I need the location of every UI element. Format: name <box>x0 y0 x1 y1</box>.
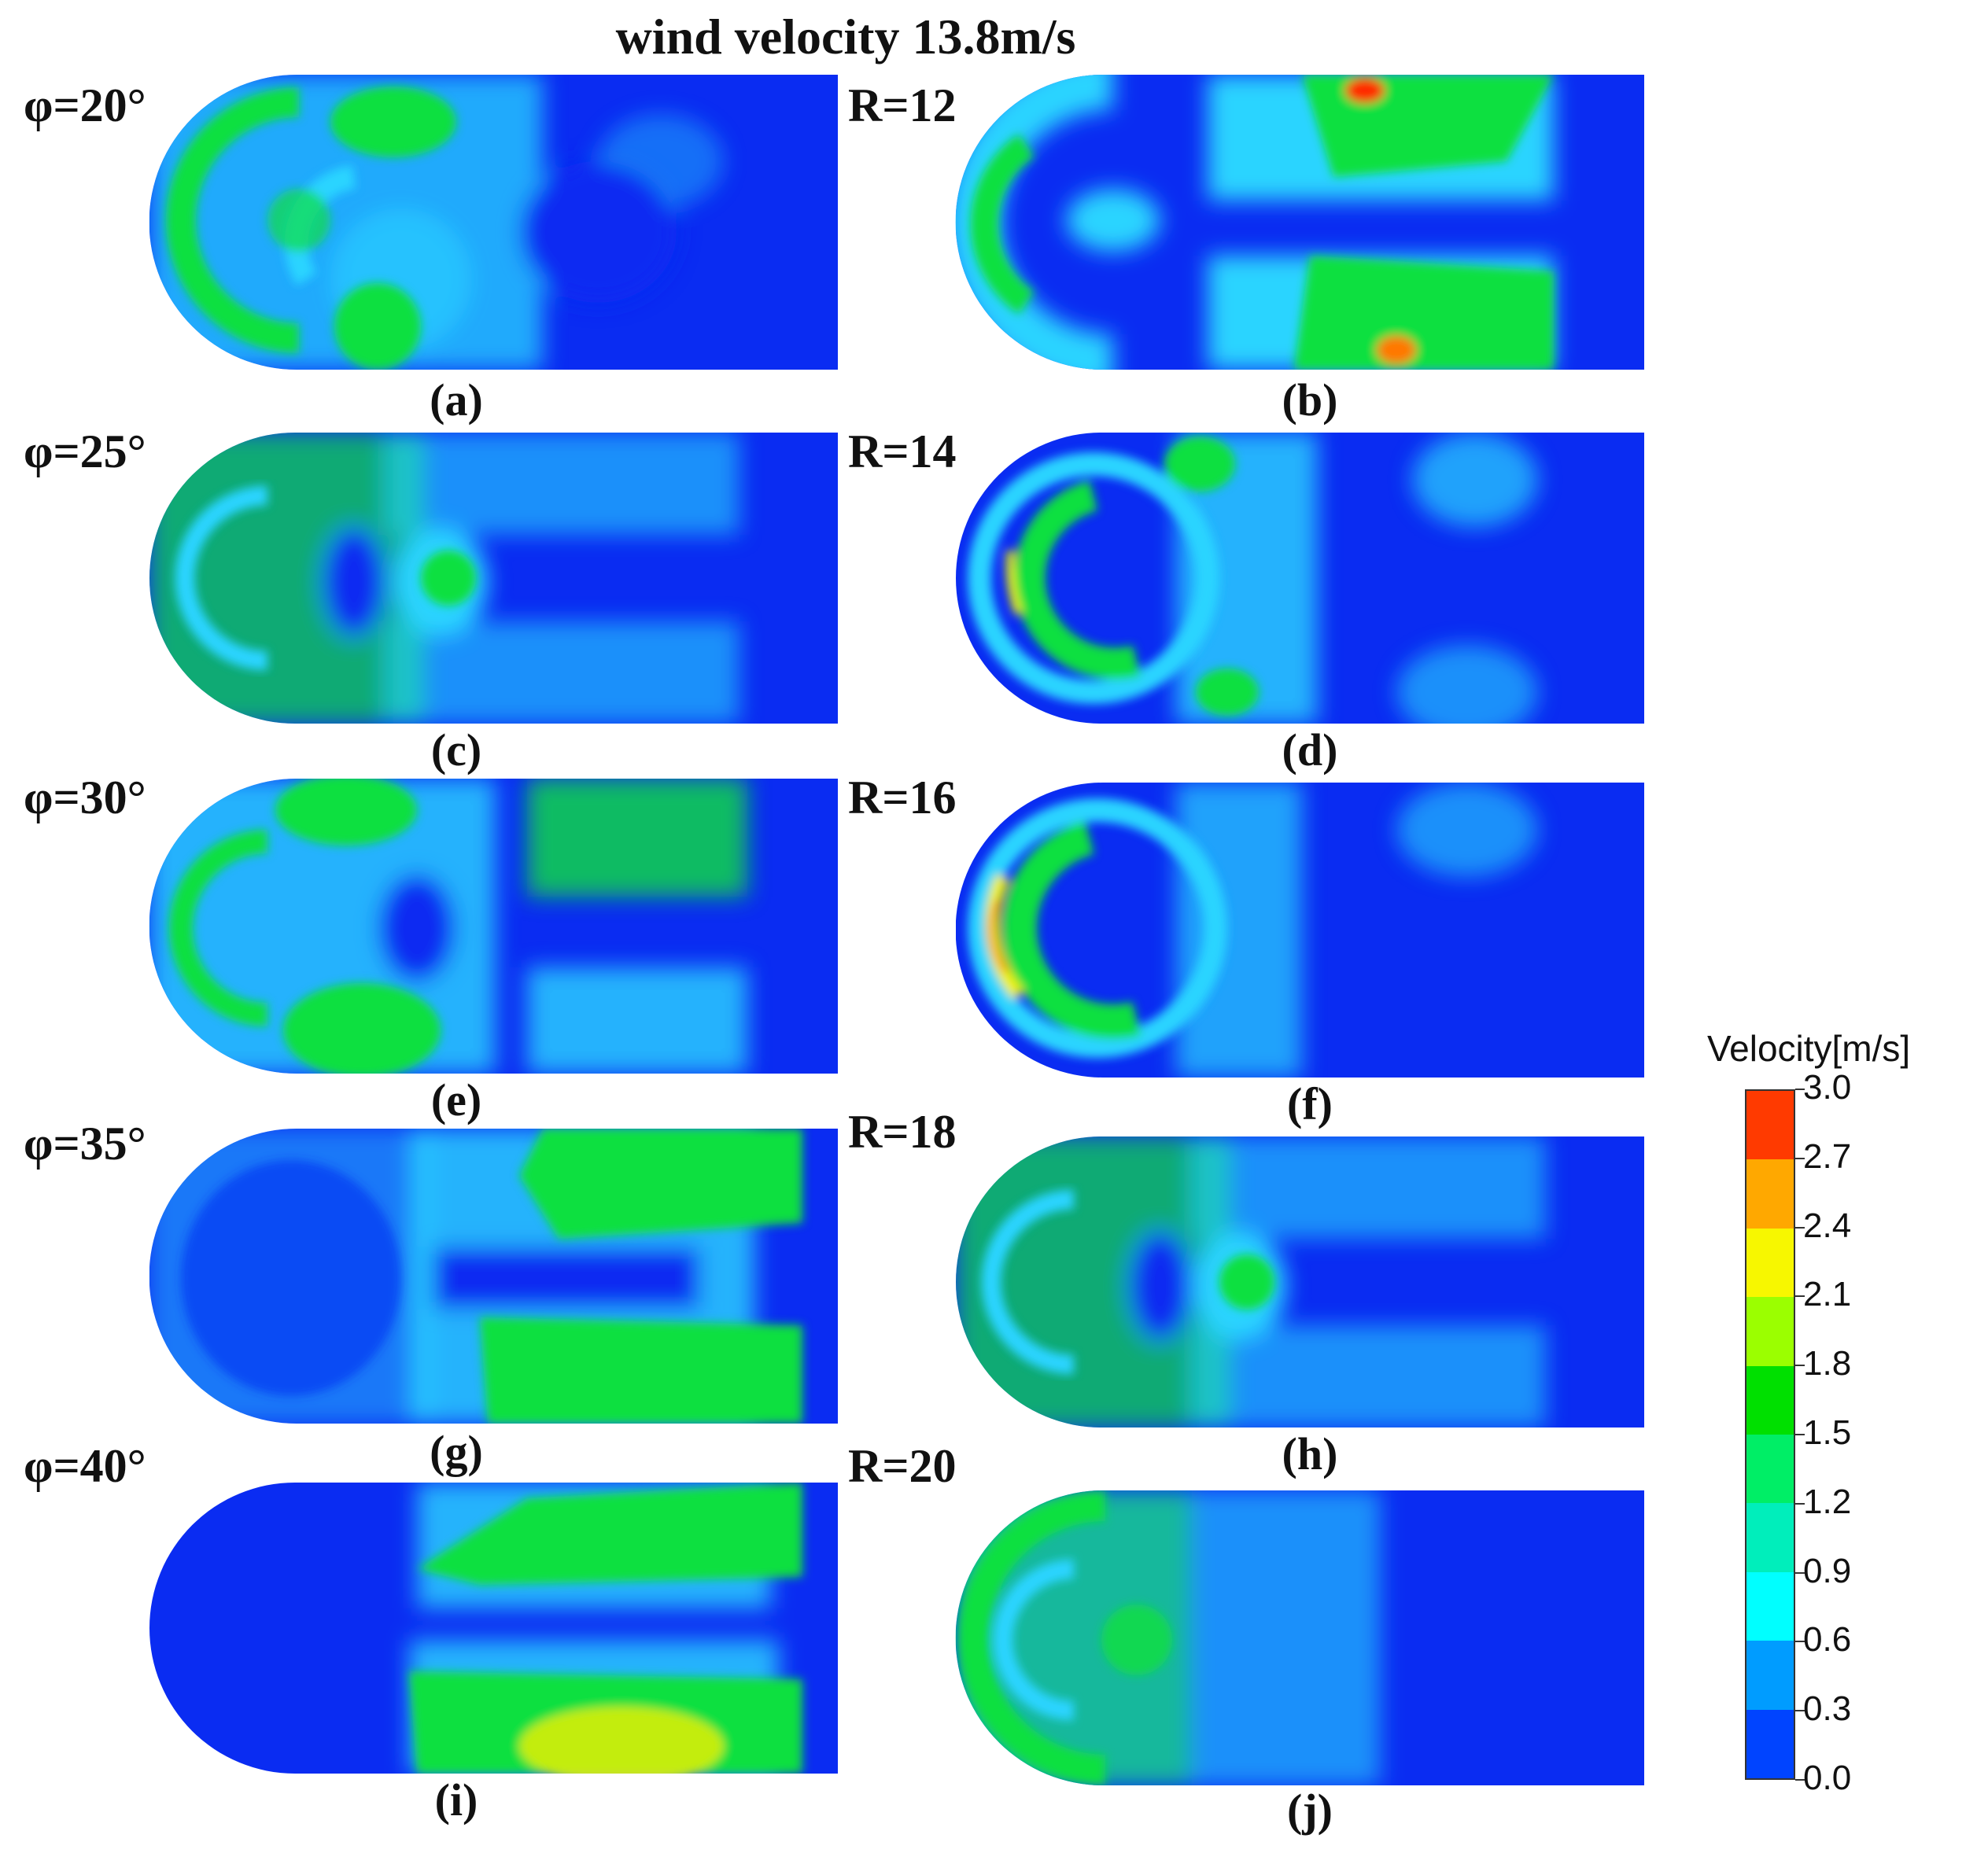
color-bar-segment <box>1746 1571 1794 1641</box>
contour-panel-g <box>149 1129 838 1424</box>
contour-panel-b <box>955 75 1644 370</box>
contour-panel-a <box>149 75 838 370</box>
color-bar-segment <box>1746 1297 1794 1366</box>
caption-c: (c) <box>430 724 482 775</box>
caption-g: (g) <box>430 1426 483 1477</box>
caption-j: (j) <box>1287 1785 1333 1836</box>
legend-tick-mark <box>1795 1089 1805 1090</box>
legend-tick-label: 0.6 <box>1803 1620 1852 1660</box>
legend-tick-label: 0.0 <box>1803 1759 1852 1797</box>
legend-tick-label: 0.9 <box>1803 1551 1852 1590</box>
legend-tick-label: 0.3 <box>1803 1689 1852 1729</box>
caption-b: (b) <box>1282 374 1338 425</box>
contour-panel-j <box>956 1490 1644 1785</box>
caption-d: (d) <box>1282 724 1338 775</box>
row-label-r-12: R=12 <box>848 79 957 131</box>
legend-tick-label: 2.1 <box>1803 1275 1852 1314</box>
legend-tick-mark <box>1795 1365 1805 1367</box>
legend-tick-label: 1.5 <box>1803 1413 1852 1452</box>
legend-tick-mark <box>1795 1226 1805 1229</box>
row-label-phi-40: φ=40° <box>24 1440 146 1492</box>
legend-tick-mark <box>1795 1502 1805 1505</box>
legend-title: Velocity[m/s] <box>1707 1028 1911 1069</box>
contour-panel-e <box>149 779 838 1074</box>
color-bar <box>1745 1089 1795 1780</box>
caption-i: (i) <box>434 1774 478 1825</box>
row-label-r-16: R=16 <box>848 772 957 823</box>
color-bar-segment <box>1746 1159 1794 1229</box>
legend-tick-label: 2.4 <box>1803 1206 1852 1245</box>
figure-title: wind velocity 13.8m/s <box>615 9 1076 64</box>
row-label-phi-35: φ=35° <box>24 1118 146 1170</box>
caption-h: (h) <box>1282 1428 1338 1479</box>
color-bar-segment <box>1746 1091 1794 1160</box>
legend-tick-label: 3.0 <box>1803 1068 1852 1107</box>
legend-tick-mark <box>1795 1434 1805 1435</box>
legend-tick-label: 1.8 <box>1803 1344 1852 1383</box>
legend-tick-mark <box>1795 1641 1805 1643</box>
legend-tick-mark <box>1795 1571 1805 1574</box>
contour-panel-d <box>956 433 1644 724</box>
caption-f: (f) <box>1287 1078 1333 1129</box>
row-label-r-20: R=20 <box>848 1440 957 1492</box>
contour-panel-i <box>149 1483 838 1774</box>
legend-tick-mark <box>1795 1710 1805 1712</box>
row-label-r-14: R=14 <box>848 425 957 477</box>
legend-tick-mark <box>1795 1779 1805 1781</box>
legend-tick-mark <box>1795 1157 1805 1159</box>
contour-panel-f <box>956 783 1644 1078</box>
color-bar-segment <box>1746 1434 1794 1504</box>
caption-e: (e) <box>430 1074 482 1125</box>
color-bar-segment <box>1746 1641 1794 1710</box>
row-label-phi-20: φ=20° <box>24 79 146 131</box>
row-label-phi-30: φ=30° <box>24 772 146 823</box>
color-bar-segment <box>1746 1503 1794 1572</box>
caption-a: (a) <box>430 374 483 425</box>
color-bar-segment <box>1746 1228 1794 1298</box>
contour-panel-c <box>149 433 838 724</box>
legend-tick-label: 1.2 <box>1803 1482 1852 1521</box>
color-bar-segment <box>1746 1709 1794 1778</box>
color-bar-segment <box>1746 1365 1794 1435</box>
row-label-phi-25: φ=25° <box>24 425 146 477</box>
contour-panel-h <box>956 1136 1644 1428</box>
legend-tick-label: 2.7 <box>1803 1136 1852 1176</box>
legend-tick-mark <box>1795 1295 1805 1298</box>
row-label-r-18: R=18 <box>848 1106 957 1158</box>
